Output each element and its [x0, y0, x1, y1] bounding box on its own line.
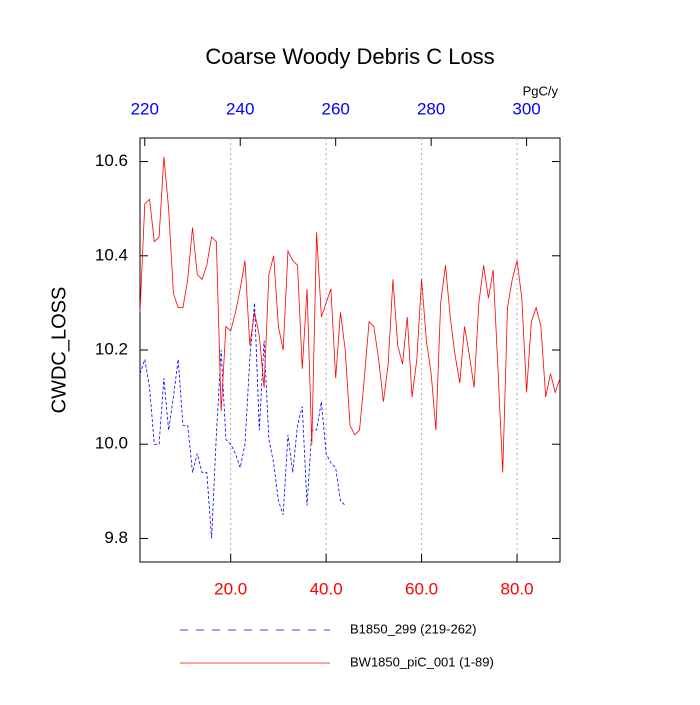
- x-tick-label: 40.0: [310, 579, 343, 598]
- x-tick-label: 80.0: [500, 579, 533, 598]
- x2-tick-label: 220: [131, 99, 159, 118]
- y-tick-label: 10.2: [95, 339, 128, 358]
- x2-tick-label: 240: [226, 99, 254, 118]
- y-axis-label: CWDC_LOSS: [48, 287, 70, 414]
- y-tick-label: 10.0: [95, 434, 128, 453]
- x2-tick-label: 280: [417, 99, 445, 118]
- legend-label: BW1850_piC_001 (1-89): [350, 654, 494, 669]
- series-line: [139, 302, 346, 539]
- y-tick-label: 10.4: [95, 245, 128, 264]
- x2-axis-label: PgC/y: [523, 83, 559, 98]
- x-tick-label: 20.0: [214, 579, 247, 598]
- chart-title: Coarse Woody Debris C Loss: [205, 44, 494, 69]
- x2-tick-label: 260: [321, 99, 349, 118]
- x-tick-label: 60.0: [405, 579, 438, 598]
- x2-tick-label: 300: [512, 99, 540, 118]
- y-tick-label: 9.8: [104, 528, 128, 547]
- y-tick-label: 10.6: [95, 151, 128, 170]
- legend-label: B1850_299 (219-262): [350, 621, 477, 636]
- series-line: [139, 156, 561, 473]
